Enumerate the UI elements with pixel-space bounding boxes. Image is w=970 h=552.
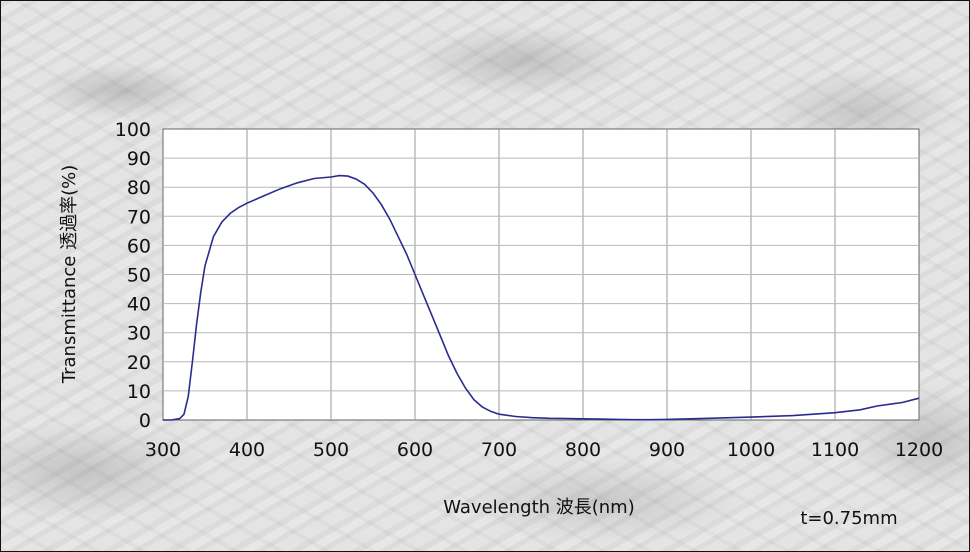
thickness-annotation: t=0.75mm — [800, 508, 897, 529]
y-tick-label: 30 — [127, 323, 151, 345]
series-line — [163, 174, 920, 421]
x-axis-title: Wavelength 波長(nm) — [443, 497, 635, 518]
x-tick-label: 1000 — [727, 439, 775, 461]
x-tick-label: 900 — [649, 439, 685, 461]
y-tick-label: 10 — [127, 381, 151, 403]
x-tick-label: 800 — [565, 439, 601, 461]
y-tick-label: 60 — [127, 235, 151, 257]
y-tick-label: 0 — [139, 410, 151, 432]
y-tick-label: 90 — [127, 148, 151, 170]
y-tick-label: 100 — [115, 119, 151, 141]
grid-lines — [163, 129, 919, 420]
y-axis-title: Transmittance 透過率(%) — [59, 165, 80, 385]
x-tick-label: 1200 — [895, 439, 943, 461]
x-tick-labels: 300 400 500 600 700 800 900 1000 1100 1200 — [145, 439, 943, 461]
y-tick-label: 50 — [127, 265, 151, 287]
y-tick-label: 20 — [127, 352, 151, 374]
x-tick-label: 700 — [481, 439, 517, 461]
x-tick-label: 500 — [313, 439, 349, 461]
x-tick-label: 400 — [229, 439, 265, 461]
x-tick-label: 600 — [397, 439, 433, 461]
x-tick-label: 1100 — [811, 439, 859, 461]
y-tick-label: 40 — [127, 294, 151, 316]
y-tick-label: 70 — [127, 206, 151, 228]
y-tick-label: 80 — [127, 177, 151, 199]
x-tick-label: 300 — [145, 439, 181, 461]
